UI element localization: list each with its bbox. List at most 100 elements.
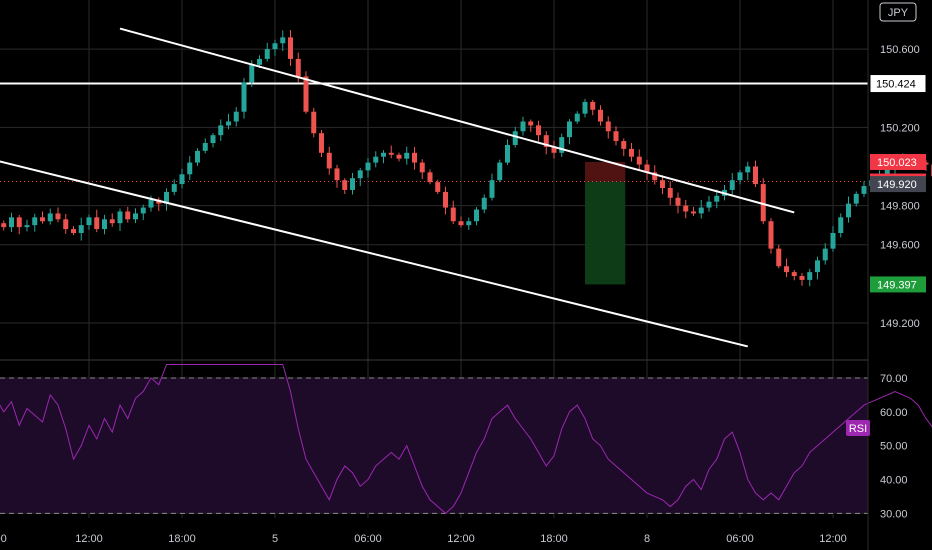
price-tick-label: 150.600 — [880, 44, 920, 56]
candle-body — [249, 64, 255, 83]
rsi-tick-label: 50.00 — [880, 441, 908, 453]
candle-body — [458, 221, 464, 226]
candle-body — [404, 152, 410, 159]
candle-body — [574, 113, 580, 122]
candle-body — [365, 162, 371, 171]
time-tick-label: 06:00 — [726, 533, 754, 545]
candle-body — [884, 168, 890, 175]
candle-body — [830, 232, 836, 249]
candle-body — [497, 162, 503, 181]
candle-body — [396, 154, 402, 159]
candle-body — [846, 203, 851, 218]
candle-body — [582, 101, 588, 114]
short-position-tool[interactable] — [585, 161, 626, 285]
currency-label: JPY — [888, 7, 909, 19]
candle-body — [683, 205, 689, 212]
candle-body — [218, 125, 224, 136]
candle-body — [536, 125, 541, 136]
candle-body — [264, 49, 270, 59]
candle-body — [559, 137, 565, 153]
candle-body — [241, 82, 247, 112]
candle-body — [350, 178, 355, 190]
channel-upper-line — [119, 27, 795, 214]
price-tick-label: 149.800 — [880, 201, 920, 213]
candle-body — [590, 101, 596, 110]
candle-body — [55, 213, 61, 220]
candle-body — [419, 162, 425, 173]
time-tick-label: 5 — [272, 533, 278, 545]
take-profit-zone — [585, 181, 626, 285]
descending-channel-drawing[interactable] — [0, 27, 795, 348]
candle-body — [342, 180, 348, 190]
candle-body — [140, 207, 146, 214]
time-tick-label: 18:00 — [168, 533, 196, 545]
candle-body — [598, 109, 603, 122]
rsi-tick-label: 40.00 — [880, 474, 908, 486]
time-tick-label: 12:00 — [819, 533, 847, 545]
candle-body — [295, 58, 301, 77]
time-tick-label: 06:00 — [354, 533, 382, 545]
candle-body — [280, 37, 286, 44]
candle-body — [551, 146, 557, 153]
candle-body — [86, 217, 92, 226]
candle-body — [210, 135, 216, 144]
rsi-badge[interactable]: RSI — [846, 420, 870, 436]
candle-body — [102, 219, 107, 230]
candle-body — [326, 152, 332, 169]
candle-body — [815, 260, 820, 273]
tag-box — [869, 74, 927, 94]
candle-body — [319, 133, 324, 153]
candle-body — [474, 209, 479, 222]
candle-body — [528, 121, 534, 126]
candle-body — [520, 121, 526, 132]
candle-body — [706, 201, 712, 208]
time-tick-label: 12:00 — [75, 533, 103, 545]
candle-body — [311, 111, 317, 134]
candle-body — [660, 180, 665, 188]
currency-button[interactable]: JPY — [879, 2, 917, 22]
candle-body — [745, 166, 751, 173]
candle-body — [667, 187, 673, 198]
price-tag: 149.920 — [870, 176, 926, 193]
rsi-axis[interactable]: 70.00 60.00 50.00 40.00 30.00 — [880, 373, 908, 520]
candle-body — [691, 211, 696, 214]
tag-box — [870, 276, 926, 293]
candle-body — [164, 191, 169, 204]
rsi-tick-label: 30.00 — [880, 508, 908, 520]
candle-body — [838, 217, 844, 233]
price-tag: 149.397 — [870, 276, 926, 293]
time-tick-label: 12:00 — [447, 533, 475, 545]
time-tick-label: 6:00 — [0, 533, 7, 545]
candle-body — [605, 121, 611, 132]
tag-label: 150.023 — [877, 157, 917, 169]
candle-body — [40, 217, 45, 222]
rsi-tick-label: 70.00 — [880, 373, 908, 385]
time-axis[interactable]: 6:00 12:00 18:00 5 06:00 12:00 18:00 8 06:00 12:0… — [0, 533, 847, 545]
time-tick-label: 18:00 — [540, 533, 568, 545]
candle-body — [450, 207, 456, 222]
price-tick-label: 149.600 — [880, 240, 920, 252]
price-axis[interactable]: 150.600 150.200 149.800 149.600 149.200 — [880, 44, 920, 330]
rsi-badge-label: RSI — [849, 423, 867, 435]
tag-box — [870, 153, 926, 170]
candle-body — [636, 156, 642, 165]
tag-label: 150.424 — [876, 79, 916, 91]
candle-body — [47, 213, 53, 222]
candle-body — [784, 266, 789, 273]
price-tick-label: 150.200 — [880, 122, 920, 134]
candle-body — [9, 217, 14, 228]
tag-box — [870, 176, 926, 193]
candle-body — [714, 195, 720, 202]
candle-body — [443, 191, 448, 208]
candle-body — [78, 225, 84, 233]
candle-body — [16, 217, 22, 228]
candle-body — [1, 223, 7, 228]
candle-body — [737, 172, 743, 181]
candle-body — [288, 37, 293, 59]
candle-body — [652, 172, 658, 181]
tag-label: 149.920 — [877, 179, 917, 191]
candle-body — [729, 180, 735, 190]
candle-body — [427, 172, 433, 183]
